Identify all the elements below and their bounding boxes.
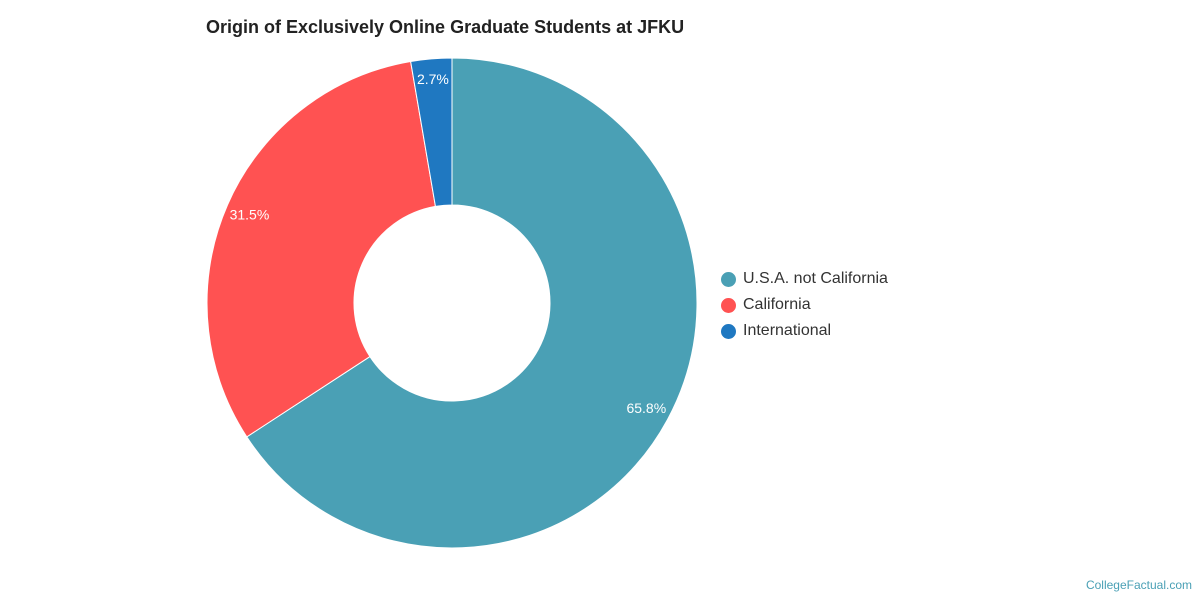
legend-swatch-california (721, 297, 736, 313)
slice-labels-group: 65.8% 31.5% 2.7% (230, 71, 667, 416)
slice-u-s-a-not-california[interactable] (246, 57, 698, 549)
legend-label-california: California (743, 296, 811, 313)
slice-international[interactable] (410, 57, 453, 207)
legend: U.S.A. not California California Interna… (721, 266, 888, 344)
legend-swatch-international (721, 323, 736, 339)
slice-label-u-s-a-not-california: 65.8% (626, 400, 666, 416)
legend-swatch-usa-not-california (721, 271, 736, 287)
chart-title: Origin of Exclusively Online Graduate St… (206, 17, 685, 37)
legend-label-international: International (743, 322, 832, 339)
slice-label-california: 31.5% (230, 207, 270, 223)
slices-group (206, 57, 698, 549)
legend-item-usa-not-california[interactable]: U.S.A. not California (721, 266, 888, 292)
slice-california[interactable] (206, 60, 437, 438)
legend-item-international[interactable]: International (721, 318, 888, 344)
legend-item-california[interactable]: California (721, 292, 888, 318)
source-link[interactable]: CollegeFactual.com (1085, 578, 1192, 592)
slice-label-international: 2.7% (417, 71, 449, 87)
legend-label-usa-not-california: U.S.A. not California (743, 270, 888, 287)
